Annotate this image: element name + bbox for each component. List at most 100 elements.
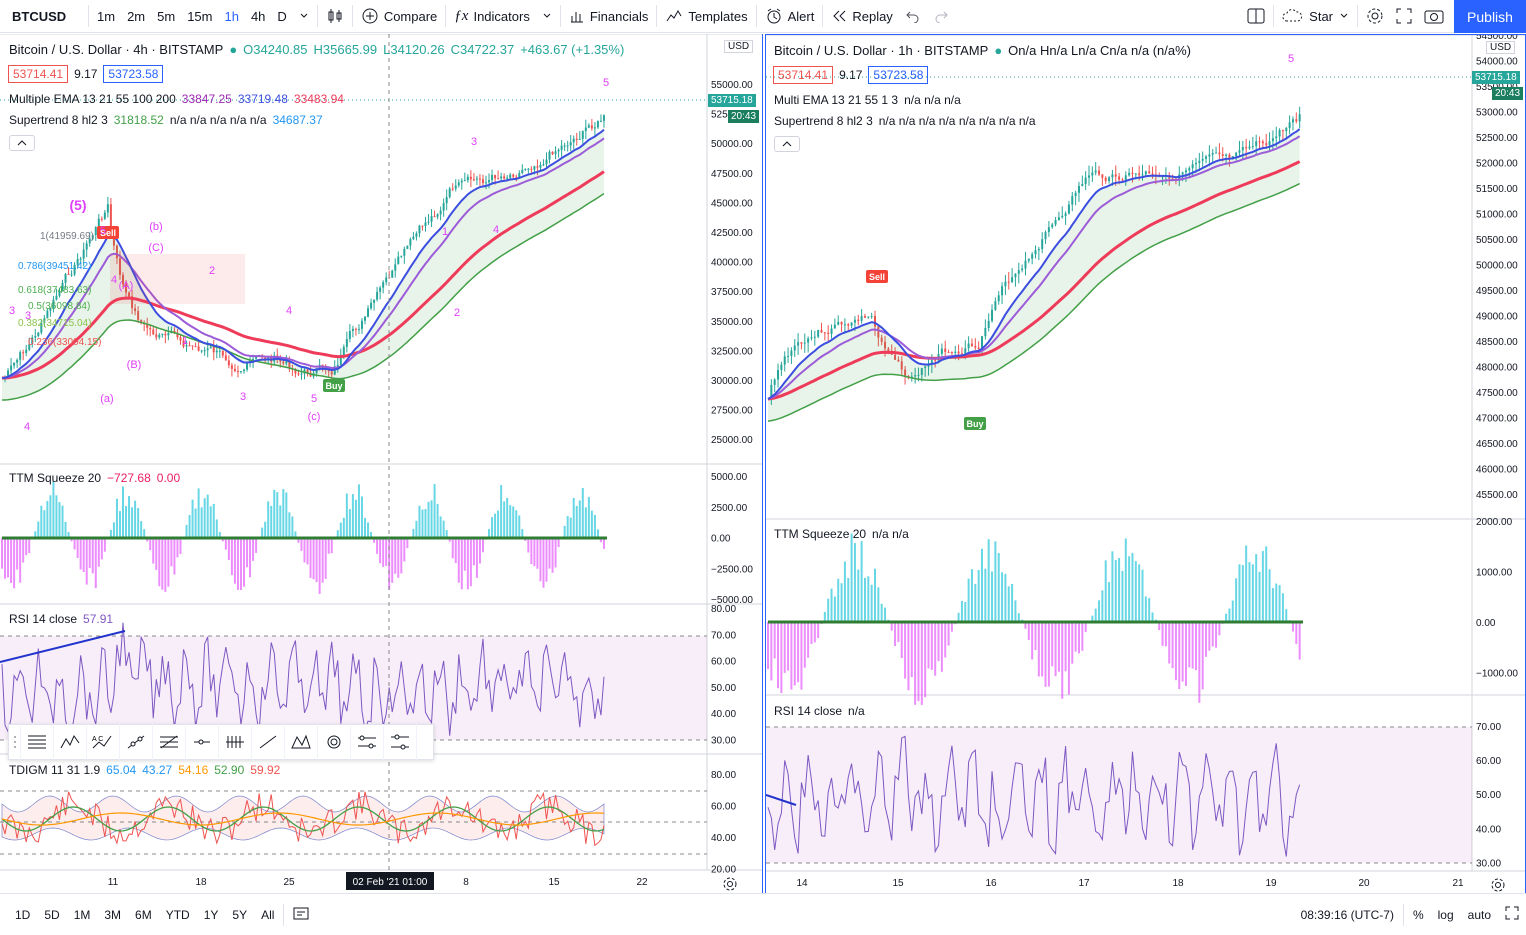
horizontal-ray-tool-icon[interactable] bbox=[186, 724, 219, 760]
right-chart-canvas[interactable]: 54500.0054000.0053500.0053000.0052500.00… bbox=[766, 35, 1526, 894]
auto-scale-toggle[interactable]: auto bbox=[1467, 907, 1491, 922]
ttm-bar bbox=[894, 622, 897, 647]
camera-icon[interactable] bbox=[1418, 0, 1450, 33]
indicators-button[interactable]: ƒx Indicators bbox=[448, 0, 536, 33]
drag-handle-icon[interactable] bbox=[9, 724, 21, 760]
ttm-bar bbox=[1238, 564, 1241, 622]
goto-date-icon[interactable] bbox=[286, 906, 316, 923]
right-ttm-legend[interactable]: TTM Squeeze 20 n/a n/a bbox=[774, 527, 915, 541]
candle bbox=[400, 255, 403, 257]
sell-price-button[interactable]: 53714.41 bbox=[773, 66, 834, 84]
candle bbox=[1114, 174, 1117, 177]
right-supertrend-legend[interactable]: Supertrend 8 hl2 3 n/a n/a n/a n/a n/a n/… bbox=[774, 114, 1042, 128]
left-chart[interactable]: 55000.0052500.0050000.0047500.0045000.00… bbox=[0, 34, 763, 894]
candle bbox=[823, 332, 826, 334]
candle bbox=[91, 235, 94, 239]
trend-line-tool-icon[interactable] bbox=[120, 724, 153, 760]
xabcd-pattern-tool-icon[interactable] bbox=[285, 724, 318, 760]
undo-icon[interactable] bbox=[899, 0, 927, 33]
long-position-tool-icon[interactable] bbox=[219, 724, 252, 760]
redo-icon[interactable] bbox=[927, 0, 955, 33]
range-5D[interactable]: 5D bbox=[44, 907, 60, 922]
left-ema-legend[interactable]: Multiple EMA 13 21 55 100 200 33847.25 337… bbox=[9, 92, 350, 106]
price-range-tool-icon[interactable] bbox=[384, 724, 417, 760]
ttm-bar bbox=[303, 538, 306, 563]
elliott-wave-tool-icon[interactable] bbox=[54, 724, 87, 760]
right-rsi-legend[interactable]: RSI 14 close n/a bbox=[774, 704, 871, 718]
templates-button[interactable]: Templates bbox=[659, 0, 753, 33]
range-All[interactable]: All bbox=[261, 907, 275, 922]
right-axis-settings-gear-icon[interactable] bbox=[1490, 877, 1506, 893]
publish-button[interactable]: Publish bbox=[1454, 0, 1526, 33]
ttm-bar bbox=[1248, 562, 1251, 622]
range-6M[interactable]: 6M bbox=[135, 907, 152, 922]
compare-button[interactable]: Compare bbox=[355, 0, 443, 33]
elliott-wave-label: 3 bbox=[25, 310, 31, 322]
candle bbox=[7, 370, 10, 377]
currency-label[interactable]: USD bbox=[1486, 41, 1516, 54]
left-ttm-legend[interactable]: TTM Squeeze 20 −727.68 0.00 bbox=[9, 471, 186, 485]
right-ema-legend[interactable]: Multi EMA 13 21 55 1 3 n/a n/a n/a bbox=[774, 93, 967, 107]
collapse-legend-button[interactable] bbox=[9, 135, 35, 151]
percent-scale-toggle[interactable]: % bbox=[1412, 907, 1424, 922]
left-rsi-legend[interactable]: RSI 14 close 57.91 bbox=[9, 612, 119, 626]
indicators-dropdown-icon[interactable] bbox=[536, 0, 558, 33]
ttm-bar bbox=[327, 538, 330, 554]
interval-1h[interactable]: 1h bbox=[224, 8, 239, 24]
left-axis-settings-gear-icon[interactable] bbox=[722, 876, 738, 894]
settings-gear-icon[interactable] bbox=[1360, 0, 1390, 33]
interval-D[interactable]: D bbox=[277, 8, 287, 24]
buy-price-button[interactable]: 53723.58 bbox=[103, 65, 164, 83]
left-chart-canvas[interactable]: 55000.0052500.0050000.0047500.0045000.00… bbox=[0, 34, 763, 894]
parallel-channel-tool-icon[interactable] bbox=[351, 724, 384, 760]
collapse-legend-button[interactable] bbox=[774, 136, 800, 152]
layout-icon[interactable] bbox=[1241, 0, 1271, 33]
ray-tool-icon[interactable] bbox=[252, 724, 285, 760]
candle bbox=[1225, 154, 1228, 156]
right-chart[interactable]: 54500.0054000.0053500.0053000.0052500.00… bbox=[765, 34, 1526, 894]
candle bbox=[599, 120, 602, 122]
horizontal-lines-tool-icon[interactable] bbox=[21, 724, 54, 760]
clock-timezone[interactable]: 08:39:16 (UTC-7) bbox=[1300, 907, 1394, 922]
interval-15m[interactable]: 15m bbox=[187, 8, 213, 24]
candle bbox=[442, 203, 445, 211]
range-1D[interactable]: 1D bbox=[15, 907, 31, 922]
alert-button[interactable]: Alert bbox=[759, 0, 821, 33]
replay-button[interactable]: Replay bbox=[825, 0, 898, 33]
interval-dropdown-icon[interactable] bbox=[293, 0, 315, 33]
range-YTD[interactable]: YTD bbox=[165, 907, 190, 922]
interval-2m[interactable]: 2m bbox=[127, 8, 146, 24]
ttm-bar bbox=[22, 538, 25, 563]
drawing-toolbar[interactable]: A C bbox=[8, 724, 434, 760]
ttm-bar bbox=[533, 538, 536, 567]
chart-type-candles-icon[interactable] bbox=[320, 0, 350, 33]
candle bbox=[1198, 160, 1201, 163]
star-button[interactable]: Star bbox=[1276, 0, 1355, 33]
ttm-bar bbox=[1231, 600, 1234, 622]
log-scale-toggle[interactable]: log bbox=[1437, 907, 1454, 922]
symbol-search[interactable]: BTCUSD bbox=[12, 8, 67, 24]
financials-button[interactable]: Financials bbox=[563, 0, 655, 33]
fib-retracement-tool-icon[interactable] bbox=[153, 724, 186, 760]
candle bbox=[1128, 172, 1131, 176]
currency-label[interactable]: USD bbox=[724, 40, 754, 53]
range-1M[interactable]: 1M bbox=[73, 907, 91, 922]
ttm-bar bbox=[827, 598, 830, 622]
fullscreen-toggle-icon[interactable] bbox=[1498, 906, 1526, 923]
candle bbox=[46, 310, 49, 319]
fullscreen-icon[interactable] bbox=[1390, 0, 1418, 33]
range-3M[interactable]: 3M bbox=[104, 907, 122, 922]
candle bbox=[793, 345, 796, 351]
interval-4h[interactable]: 4h bbox=[250, 8, 266, 24]
sell-price-button[interactable]: 53714.41 bbox=[8, 65, 69, 83]
interval-5m[interactable]: 5m bbox=[157, 8, 176, 24]
interval-1m[interactable]: 1m bbox=[97, 8, 116, 24]
ttm-bar bbox=[509, 505, 512, 538]
range-5Y[interactable]: 5Y bbox=[232, 907, 248, 922]
left-supertrend-legend[interactable]: Supertrend 8 hl2 3 31818.52 n/a n/a n/a n/… bbox=[9, 113, 329, 127]
circle-tool-icon[interactable] bbox=[318, 724, 351, 760]
left-tdi-legend[interactable]: TDIGM 11 31 1.9 65.04 43.27 54.16 52.90 59.92 bbox=[9, 763, 286, 777]
range-1Y[interactable]: 1Y bbox=[203, 907, 219, 922]
buy-price-button[interactable]: 53723.58 bbox=[868, 66, 929, 84]
abc-wave-tool-icon[interactable]: A C bbox=[87, 724, 120, 760]
